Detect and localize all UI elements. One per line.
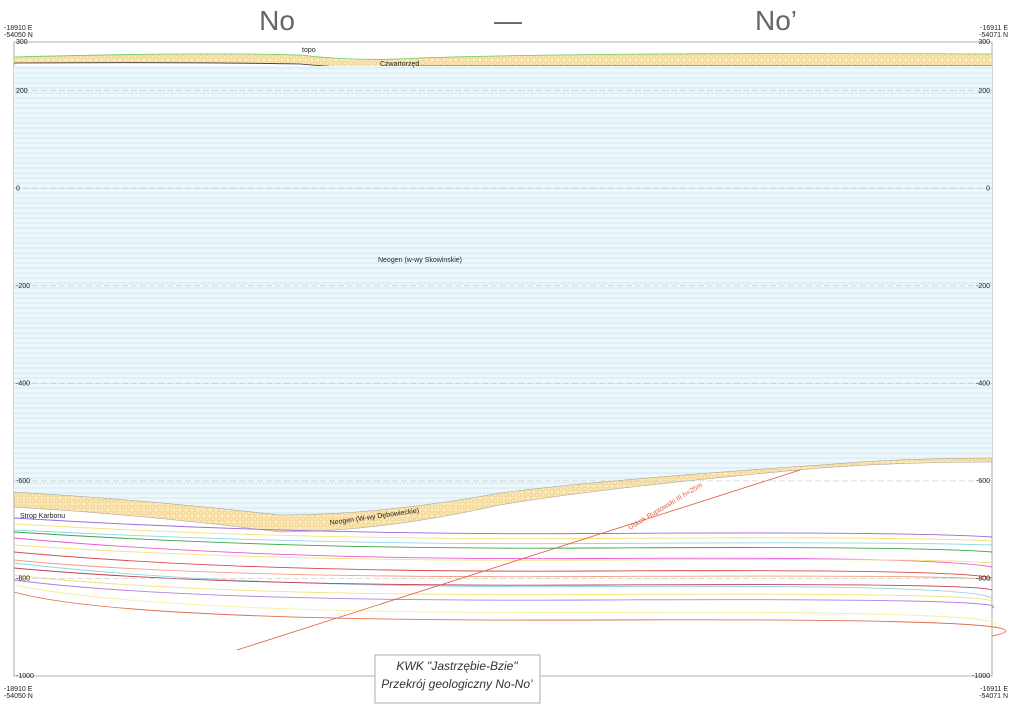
cross-section: 300 200 0 -200 -400 -600 -800 -1000 300 200 0 -200 -… bbox=[0, 0, 1013, 705]
layer-label: Czwartorzęd bbox=[380, 61, 419, 68]
y-tick-label: 200 bbox=[16, 88, 28, 95]
y-tick-label: 0 bbox=[16, 185, 20, 192]
title-line: KWK "Jastrzębie-Bzie" bbox=[396, 659, 518, 673]
y-tick-label: 300 bbox=[978, 39, 990, 46]
corner-coord: -18910 E bbox=[4, 25, 33, 32]
layer-label: topo bbox=[302, 47, 316, 54]
corner-coord: -16911 E bbox=[980, 686, 1008, 693]
section-end: No’ bbox=[755, 5, 797, 36]
corner-coord: -54071 N bbox=[979, 32, 1008, 39]
y-tick-label: -1000 bbox=[16, 673, 34, 680]
corner-coord: -18910 E bbox=[4, 686, 33, 693]
y-tick-label: 300 bbox=[16, 39, 28, 46]
section-start: No bbox=[259, 5, 295, 36]
y-tick-label: 200 bbox=[978, 88, 990, 95]
y-tick-label: -400 bbox=[976, 380, 990, 387]
y-tick-label: -800 bbox=[976, 575, 990, 582]
layer-label: Strop Karbonu bbox=[20, 513, 65, 520]
y-tick-label: -1000 bbox=[972, 673, 990, 680]
y-tick-label: -600 bbox=[976, 478, 990, 485]
y-tick-label: 0 bbox=[986, 185, 990, 192]
layer-label: Neogen (w-wy Skowinskie) bbox=[378, 257, 462, 264]
y-tick-label: -800 bbox=[16, 575, 30, 582]
y-tick-label: -200 bbox=[976, 283, 990, 290]
y-tick-label: -400 bbox=[16, 380, 30, 387]
corner-coord: -54050 N bbox=[4, 693, 33, 700]
corner-coord: -54071 N bbox=[979, 693, 1008, 700]
corner-coord: -16911 E bbox=[980, 25, 1008, 32]
neogen-upper bbox=[14, 66, 992, 515]
section-dash: — bbox=[494, 5, 522, 36]
corner-coord: -54050 N bbox=[4, 32, 33, 39]
y-tick-label: -200 bbox=[16, 283, 30, 290]
y-tick-label: -600 bbox=[16, 478, 30, 485]
title-line: Przekrój geologiczny No-No’ bbox=[381, 677, 533, 691]
